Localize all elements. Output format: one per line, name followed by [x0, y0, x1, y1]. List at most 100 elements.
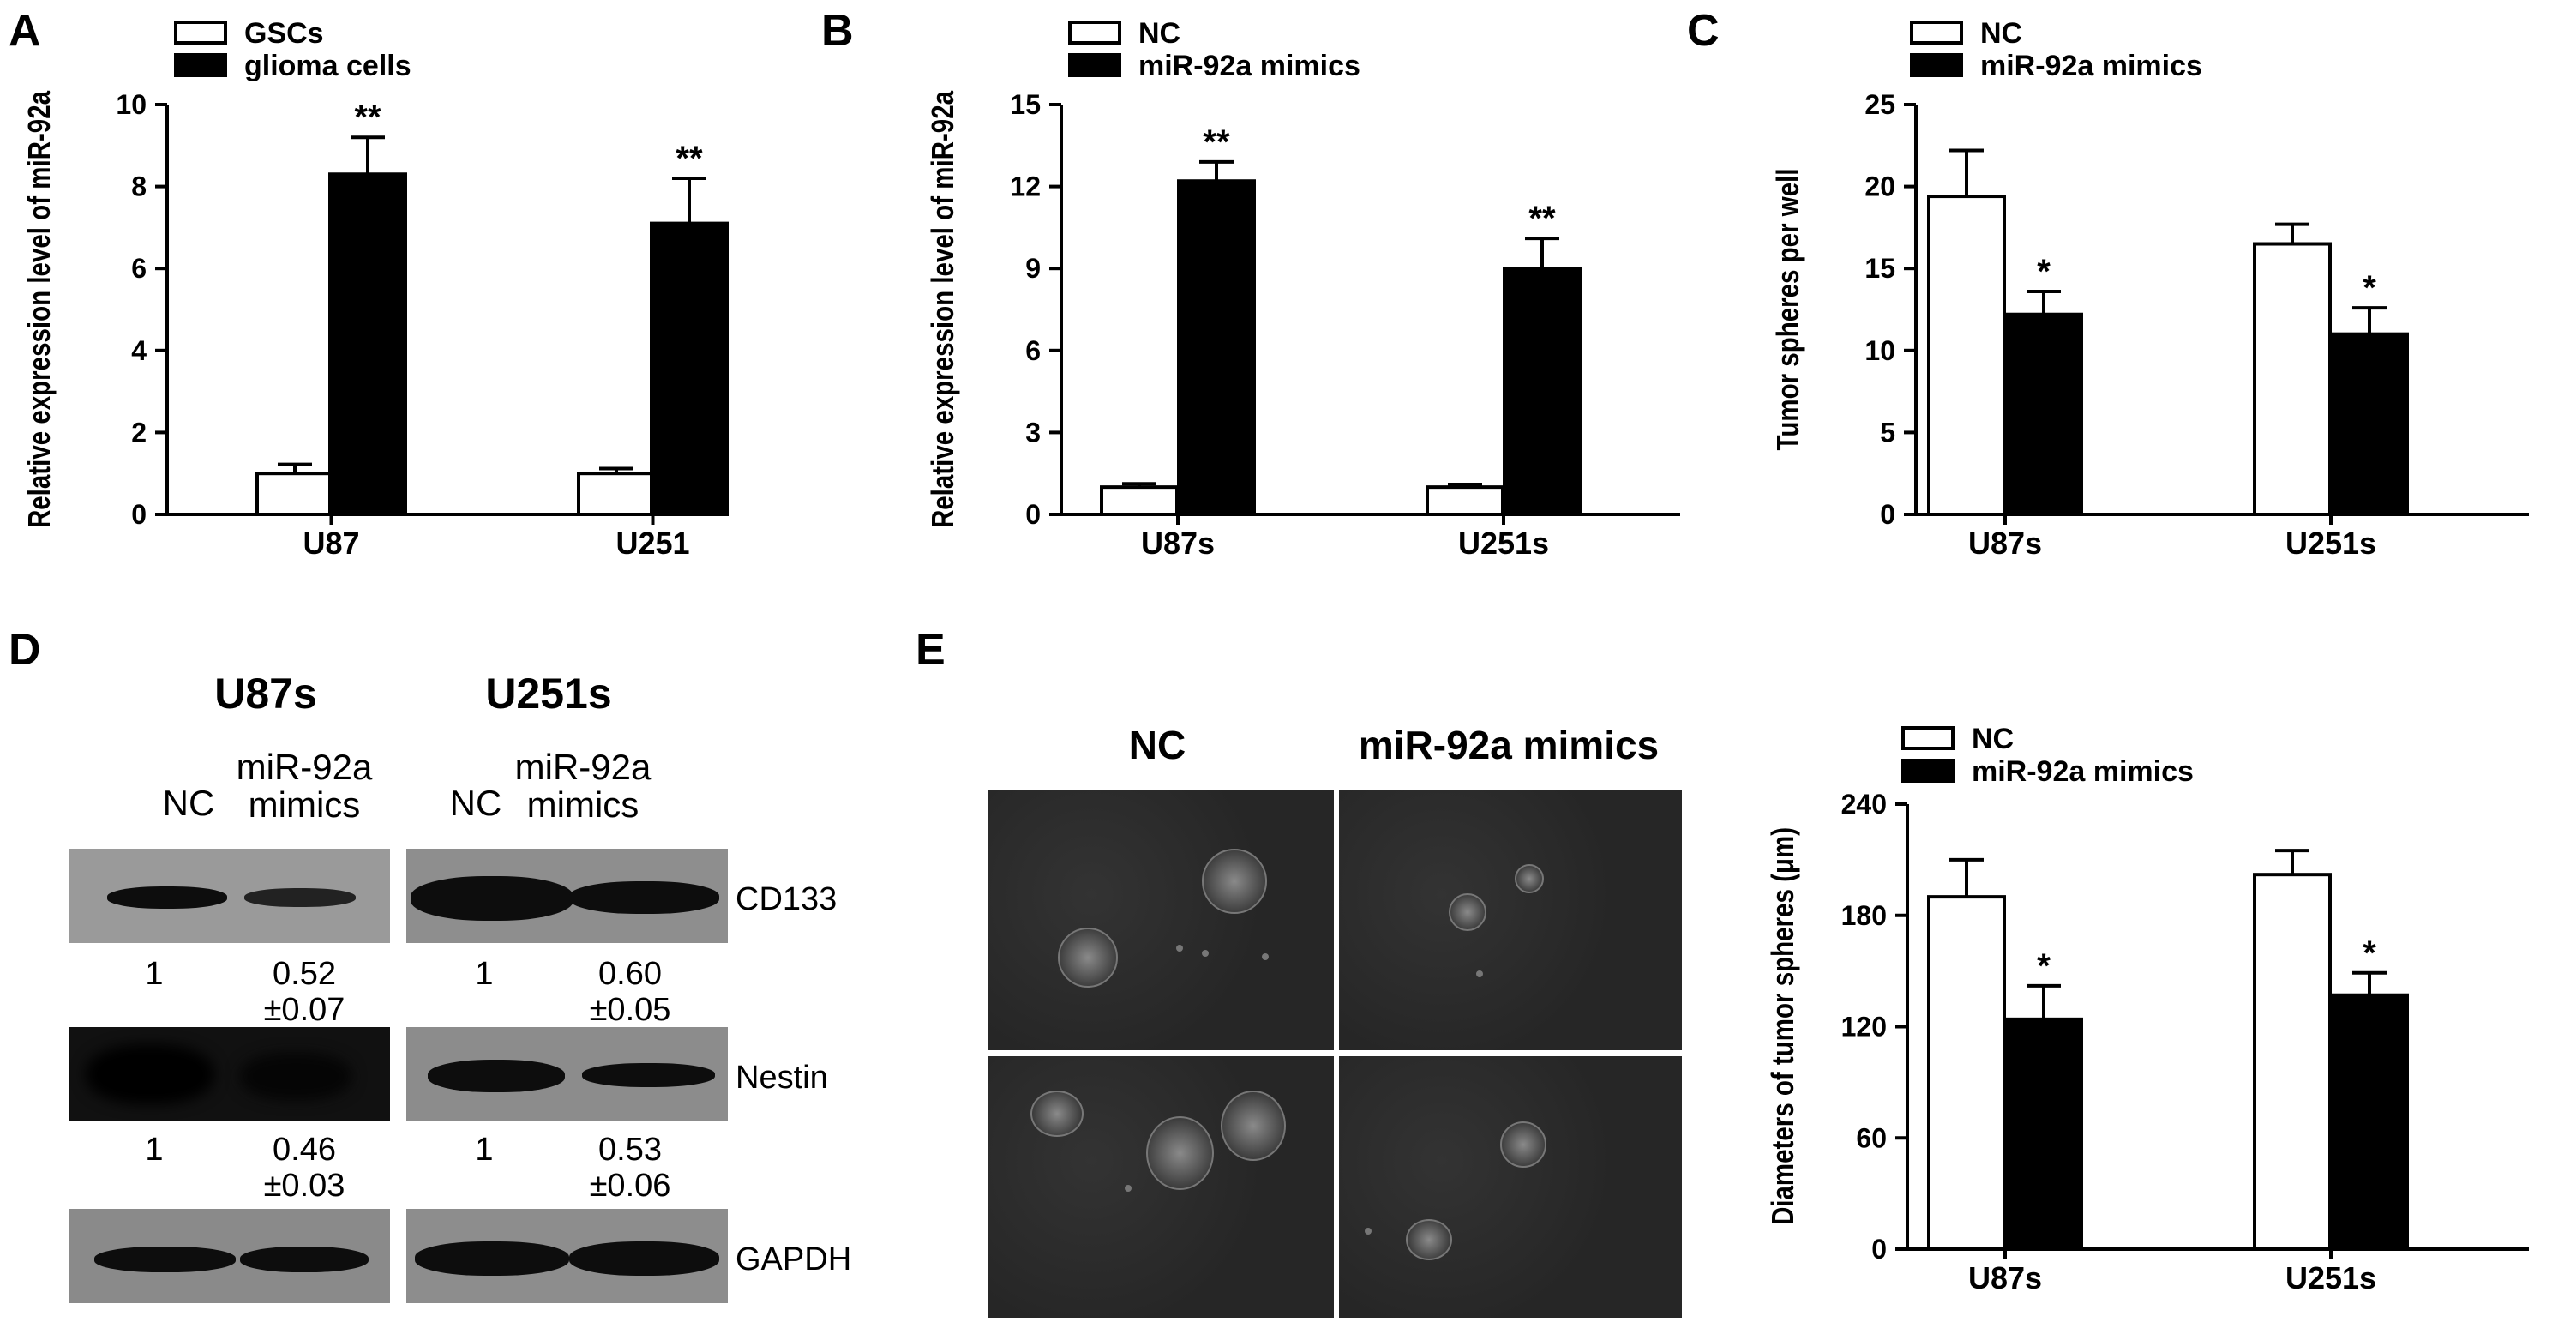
bar	[328, 172, 407, 516]
significance-marker: **	[676, 140, 703, 177]
legend-label: GSCs	[244, 17, 324, 50]
panel-label-c: C	[1687, 6, 1720, 56]
cell-debris	[1202, 950, 1209, 957]
y-tick-label: 15	[1010, 89, 1041, 120]
y-tick-label: 60	[1856, 1122, 1887, 1153]
legend-label: NC	[1138, 17, 1180, 50]
x-tick-label: U87	[303, 526, 359, 561]
wb-group-title-u251s: U251s	[485, 670, 612, 718]
band	[240, 1247, 369, 1272]
y-tick-label: 180	[1841, 900, 1887, 931]
protein-label-cd133: CD133	[736, 881, 838, 917]
band	[244, 888, 356, 907]
panel-label-d: D	[9, 625, 41, 675]
y-axis-label: Tumor spheres per well	[1770, 168, 1804, 450]
significance-marker: *	[2037, 947, 2051, 985]
band	[428, 1060, 565, 1092]
bar	[2330, 332, 2409, 516]
tumor-sphere	[1449, 893, 1486, 931]
y-tick-label: 12	[1010, 171, 1041, 202]
legend-swatch	[174, 21, 227, 45]
wb-group-title-u87s: U87s	[214, 670, 317, 718]
significance-marker: *	[2363, 269, 2376, 307]
micrograph-mimics-top	[1339, 790, 1682, 1050]
panel-label-e: E	[916, 625, 946, 675]
significance-marker: *	[2363, 934, 2376, 972]
tumor-sphere	[1058, 928, 1118, 988]
tumor-sphere	[1406, 1219, 1452, 1260]
quant-value: 0.46 ±0.03	[263, 1132, 345, 1204]
x-tick-label: U251	[615, 526, 689, 561]
significance-marker: **	[1528, 200, 1556, 237]
bar	[1927, 195, 2006, 517]
y-tick-label: 15	[1864, 253, 1895, 284]
y-tick-label: 9	[1025, 253, 1041, 284]
legend-swatch	[174, 53, 227, 77]
y-axis-label: Diameters of tumor spheres (μm)	[1765, 827, 1799, 1225]
blot-nestin-u87s	[69, 1027, 390, 1121]
quant-value: 1	[145, 956, 164, 992]
tumor-sphere	[1515, 864, 1544, 893]
band	[86, 1044, 214, 1104]
y-tick-label: 6	[1025, 335, 1041, 366]
band	[240, 1053, 351, 1100]
bar	[255, 472, 334, 517]
quant-value: 0.60 ±0.05	[589, 956, 671, 1028]
lane-label: NC	[162, 783, 215, 823]
panel-label-b: B	[821, 6, 854, 56]
cell-debris	[1476, 970, 1483, 977]
tumor-sphere	[1500, 1121, 1546, 1168]
x-tick-label: U87s	[1141, 526, 1215, 561]
x-tick-label: U251s	[2285, 526, 2376, 561]
lane-label: miR-92a mimics	[510, 748, 656, 824]
y-tick-label: 0	[131, 499, 147, 530]
quant-value: 1	[475, 1132, 494, 1168]
quant-value: 1	[475, 956, 494, 992]
y-tick-label: 0	[1025, 499, 1041, 530]
lane-label: miR-92a mimics	[231, 748, 377, 824]
cell-debris	[1365, 1228, 1372, 1235]
blot-cd133-u251s	[406, 849, 728, 943]
quant-value: 1	[145, 1132, 164, 1168]
quant-value: 0.52 ±0.07	[263, 956, 345, 1028]
y-tick-label: 5	[1880, 417, 1895, 448]
cell-debris	[1176, 945, 1183, 952]
micrograph-column-nc: NC	[1128, 723, 1186, 767]
blot-nestin-u251s	[406, 1027, 728, 1121]
x-tick-label: U87s	[1968, 1260, 2042, 1295]
legend-swatch	[1910, 53, 1963, 77]
significance-marker: *	[2037, 253, 2051, 291]
legend-label: NC	[1980, 17, 2022, 50]
y-tick-label: 8	[131, 171, 147, 202]
legend-label: NC	[1972, 723, 2014, 755]
band	[415, 1241, 569, 1276]
bar	[1177, 179, 1256, 517]
legend-label: glioma cells	[244, 50, 411, 82]
y-axis-label: Relative expression level of miR-92a	[925, 90, 959, 528]
bar	[2253, 242, 2332, 516]
legend-swatch	[1901, 726, 1955, 750]
y-tick-label: 10	[116, 89, 147, 120]
y-tick-label: 240	[1841, 789, 1887, 820]
band	[569, 1241, 719, 1276]
legend-swatch	[1068, 53, 1121, 77]
bar	[650, 221, 729, 516]
x-tick-label: U251s	[1458, 526, 1549, 561]
y-tick-label: 10	[1864, 335, 1895, 366]
y-tick-label: 0	[1880, 499, 1895, 530]
legend-swatch	[1068, 21, 1121, 45]
panel-label-a: A	[9, 6, 41, 56]
legend-swatch	[1910, 21, 1963, 45]
y-tick-label: 120	[1841, 1012, 1887, 1043]
cell-debris	[1262, 953, 1269, 960]
micrograph-mimics-bottom	[1339, 1056, 1682, 1318]
y-tick-label: 20	[1864, 171, 1895, 202]
y-tick-label: 6	[131, 253, 147, 284]
protein-label-gapdh: GAPDH	[736, 1241, 852, 1277]
blot-gapdh-u251s	[406, 1209, 728, 1303]
x-tick-label: U251s	[2285, 1260, 2376, 1295]
protein-label-nestin: Nestin	[736, 1060, 828, 1096]
significance-marker: **	[354, 99, 381, 136]
bar	[2330, 993, 2409, 1252]
legend-swatch	[1901, 759, 1955, 783]
